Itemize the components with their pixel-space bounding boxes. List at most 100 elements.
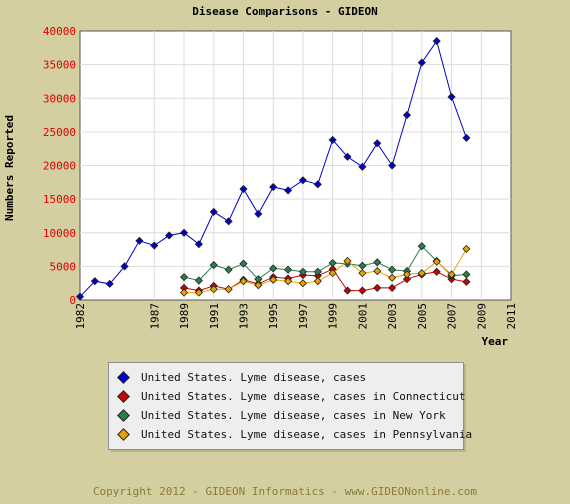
data-point	[298, 176, 307, 185]
data-point	[402, 270, 412, 279]
y-tick-label: 10000	[43, 227, 76, 240]
data-point	[284, 277, 293, 286]
data-point	[254, 209, 263, 218]
data-point	[239, 184, 248, 194]
x-tick-label: 1991	[208, 303, 221, 330]
data-point	[417, 269, 426, 278]
data-point	[373, 139, 382, 148]
data-point	[388, 161, 397, 170]
data-point	[224, 265, 233, 274]
y-tick-label: 35000	[43, 59, 76, 72]
data-point	[239, 259, 248, 268]
x-tick-label: 1995	[267, 303, 280, 330]
y-tick-label: 40000	[43, 25, 76, 38]
data-point	[358, 269, 367, 278]
data-point	[239, 277, 248, 286]
data-point	[179, 288, 189, 297]
data-point	[120, 262, 129, 271]
x-tick-label: 1997	[297, 303, 310, 330]
legend-label: United States. Lyme disease, cases in Co…	[141, 390, 466, 403]
data-point	[447, 270, 456, 279]
legend-label: United States. Lyme disease, cases in Ne…	[141, 409, 446, 422]
chart-title: Disease Comparisons - GIDEON	[192, 5, 377, 18]
data-point	[313, 277, 322, 286]
data-point	[417, 242, 426, 251]
data-point	[254, 281, 263, 290]
data-point	[224, 285, 233, 294]
data-point	[194, 240, 203, 249]
data-point	[150, 241, 159, 250]
data-point	[388, 273, 397, 282]
data-point	[90, 277, 99, 286]
x-tick-label: 2003	[386, 303, 399, 330]
legend: United States. Lyme disease, cases Unite…	[108, 362, 472, 450]
x-tick-label: 2005	[416, 303, 429, 330]
data-point	[388, 265, 397, 274]
copyright-footer: Copyright 2012 - GIDEON Informatics - ww…	[92, 485, 478, 498]
y-tick-label: 20000	[43, 160, 76, 173]
data-point	[269, 264, 278, 273]
data-point	[313, 180, 322, 189]
data-point	[432, 257, 441, 266]
x-tick-label: 2007	[446, 303, 459, 330]
data-point	[328, 135, 337, 145]
data-point	[105, 279, 114, 288]
data-point	[269, 275, 278, 284]
y-tick-label: 5000	[50, 260, 77, 273]
x-tick-label: 1993	[237, 303, 250, 330]
legend-marker	[117, 371, 130, 384]
data-point	[179, 228, 189, 237]
data-point	[135, 236, 144, 245]
data-point	[388, 283, 397, 292]
data-point	[284, 186, 293, 195]
data-point	[417, 58, 426, 67]
data-point	[358, 286, 367, 295]
x-tick-label: 1987	[148, 303, 161, 330]
x-tick-label: 2011	[505, 303, 518, 330]
data-point	[462, 133, 471, 142]
legend-marker	[117, 390, 130, 403]
data-point	[462, 277, 471, 286]
data-point	[462, 244, 471, 253]
data-point	[432, 267, 441, 276]
data-point	[209, 260, 218, 270]
data-point	[462, 270, 471, 279]
data-point	[298, 267, 307, 276]
legend-label: United States. Lyme disease, cases	[141, 371, 367, 384]
data-point	[194, 288, 203, 297]
data-point	[328, 258, 337, 268]
x-axis-label: Year	[482, 335, 509, 348]
data-point	[373, 258, 382, 267]
data-point	[373, 267, 382, 276]
data-point	[358, 162, 367, 171]
y-tick-label: 30000	[43, 92, 76, 105]
data-point	[194, 276, 203, 285]
data-point	[209, 285, 218, 294]
data-point	[298, 279, 307, 288]
data-point	[165, 231, 174, 240]
data-point	[269, 182, 278, 192]
data-point	[75, 292, 85, 301]
y-tick-label: 0	[69, 294, 76, 307]
data-point	[313, 267, 322, 276]
data-point	[343, 286, 352, 295]
x-tick-label: 2009	[475, 303, 488, 330]
data-point	[343, 152, 352, 161]
data-point	[402, 110, 412, 120]
data-point	[284, 265, 293, 274]
data-point	[447, 92, 456, 101]
x-tick-label: 1999	[327, 303, 340, 330]
data-point	[432, 37, 441, 46]
data-point	[402, 275, 412, 284]
x-tick-label: 1989	[178, 303, 191, 330]
data-point	[224, 217, 233, 226]
legend-label: United States. Lyme disease, cases in Pe…	[141, 428, 473, 441]
data-point	[179, 273, 189, 282]
y-axis-label: Numbers Reported	[3, 115, 16, 221]
data-point	[373, 283, 382, 292]
y-tick-label: 25000	[43, 126, 76, 139]
x-tick-label: 1982	[74, 303, 87, 330]
legend-marker	[117, 428, 130, 441]
